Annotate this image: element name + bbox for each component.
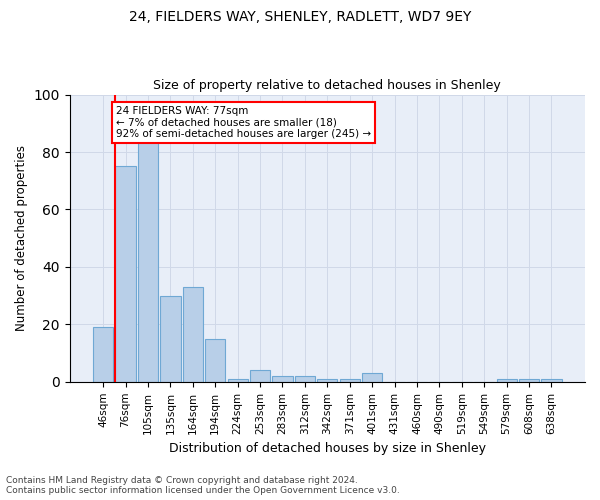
Text: 24 FIELDERS WAY: 77sqm
← 7% of detached houses are smaller (18)
92% of semi-deta: 24 FIELDERS WAY: 77sqm ← 7% of detached … — [116, 106, 371, 139]
Bar — [519, 379, 539, 382]
Bar — [541, 379, 562, 382]
Y-axis label: Number of detached properties: Number of detached properties — [15, 145, 28, 331]
Text: Contains HM Land Registry data © Crown copyright and database right 2024.
Contai: Contains HM Land Registry data © Crown c… — [6, 476, 400, 495]
Bar — [362, 373, 382, 382]
X-axis label: Distribution of detached houses by size in Shenley: Distribution of detached houses by size … — [169, 442, 486, 455]
Text: 24, FIELDERS WAY, SHENLEY, RADLETT, WD7 9EY: 24, FIELDERS WAY, SHENLEY, RADLETT, WD7 … — [129, 10, 471, 24]
Bar — [497, 379, 517, 382]
Bar — [93, 327, 113, 382]
Title: Size of property relative to detached houses in Shenley: Size of property relative to detached ho… — [154, 79, 501, 92]
Bar — [317, 379, 337, 382]
Bar — [295, 376, 315, 382]
Bar — [205, 338, 226, 382]
Bar — [115, 166, 136, 382]
Bar — [138, 140, 158, 382]
Bar — [272, 376, 293, 382]
Bar — [250, 370, 270, 382]
Bar — [340, 379, 360, 382]
Bar — [183, 287, 203, 382]
Bar — [227, 379, 248, 382]
Bar — [160, 296, 181, 382]
